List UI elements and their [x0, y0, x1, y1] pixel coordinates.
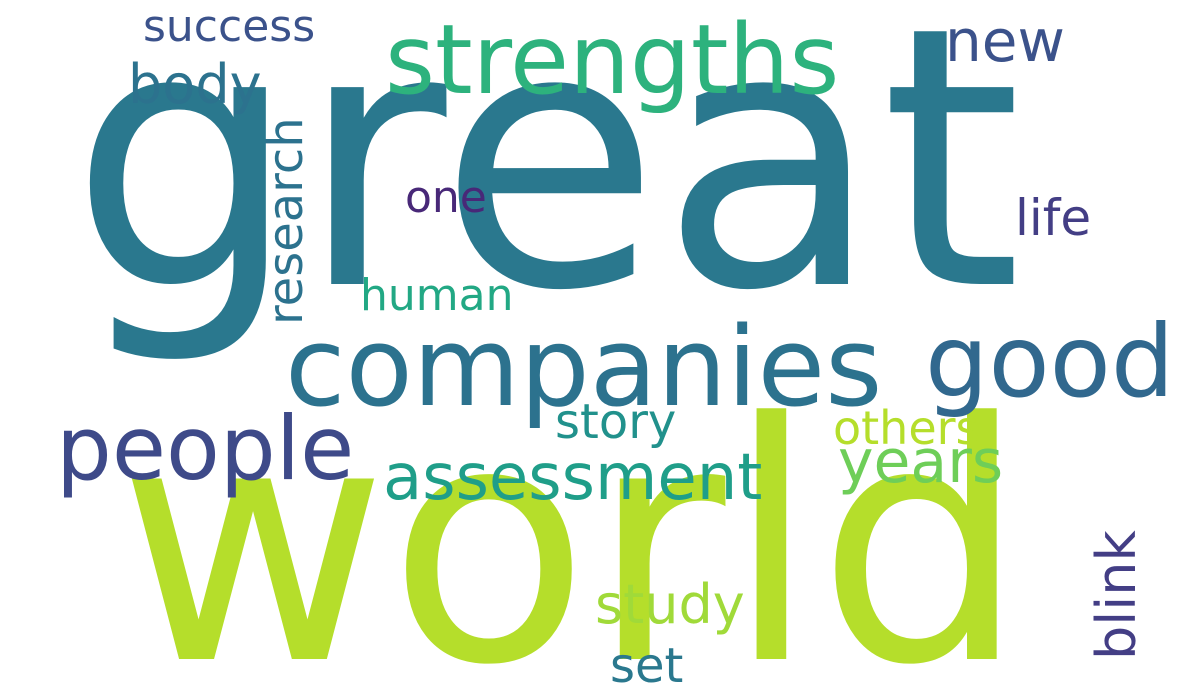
- word-study: study: [595, 573, 745, 636]
- word-success: success: [143, 1, 316, 52]
- word-life: life: [1015, 189, 1092, 247]
- word-one: one: [405, 172, 487, 223]
- word-others: others: [833, 401, 980, 455]
- word-people: people: [56, 397, 355, 500]
- word-world: world: [118, 353, 1027, 700]
- word-new: new: [945, 7, 1065, 75]
- word-human: human: [360, 270, 514, 321]
- word-companies: companies: [285, 303, 883, 431]
- word-set: set: [610, 638, 684, 694]
- word-strengths: strengths: [385, 4, 840, 116]
- word-great: great: [70, 0, 1022, 369]
- word-assessment: assessment: [383, 441, 763, 515]
- word-years: years: [838, 427, 1004, 497]
- word-research: research: [258, 117, 314, 325]
- word-good: good: [925, 303, 1175, 420]
- word-blink: blink: [1085, 530, 1148, 660]
- word-story: story: [555, 394, 677, 450]
- word-body: body: [128, 53, 262, 116]
